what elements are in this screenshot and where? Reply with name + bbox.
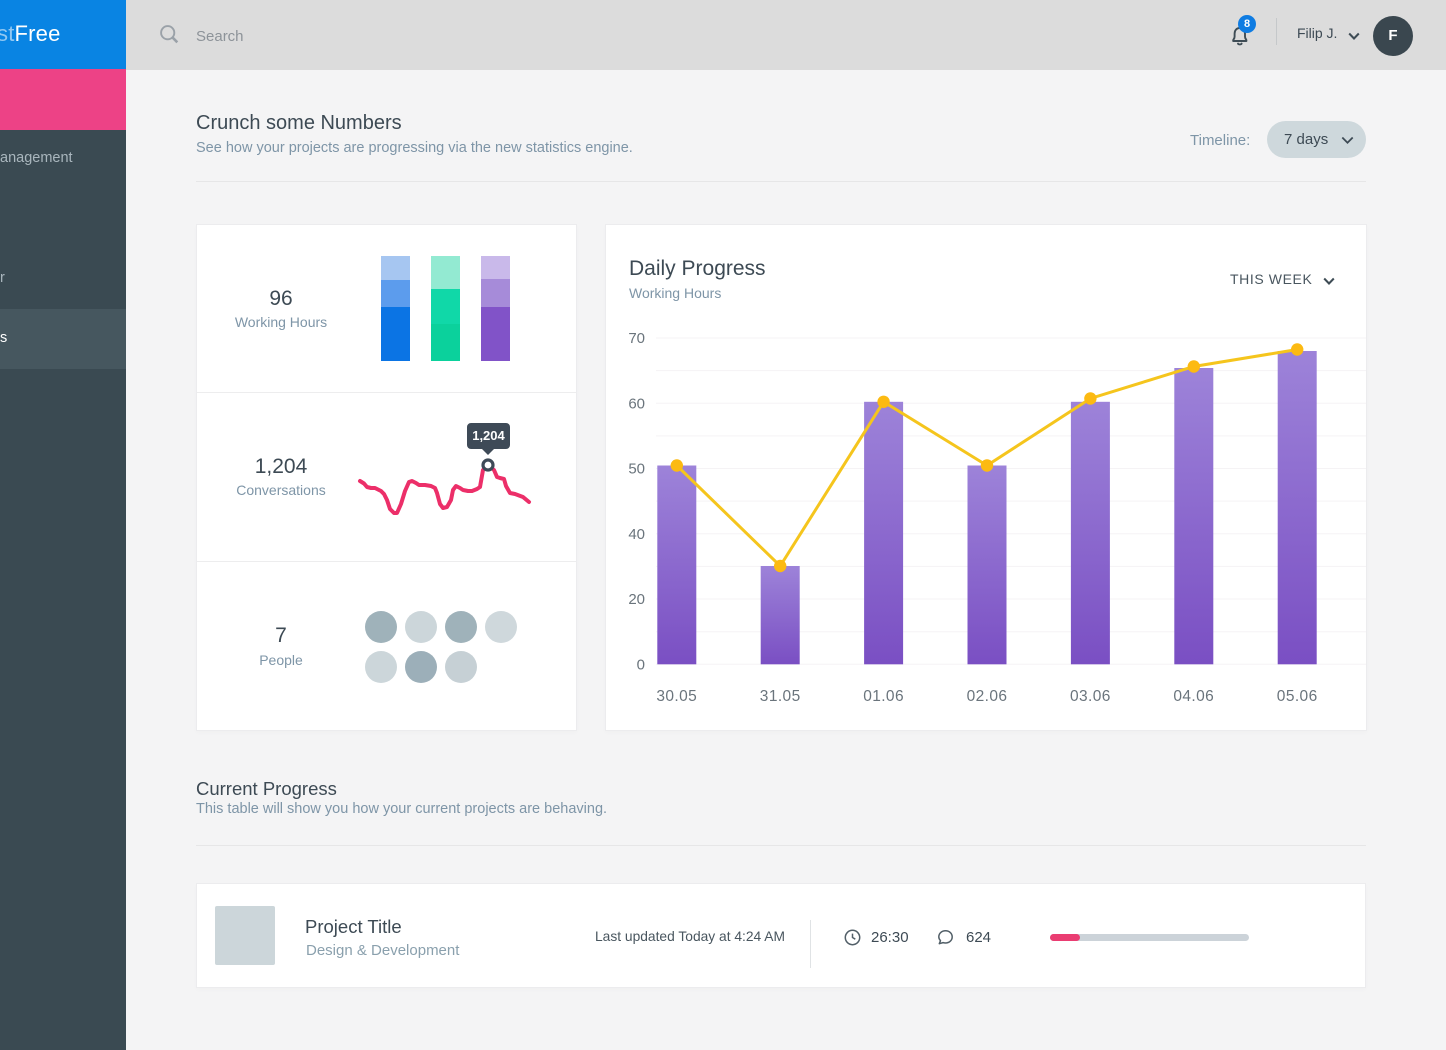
svg-text:50: 50 (628, 461, 645, 478)
svg-text:04.06: 04.06 (1173, 688, 1214, 705)
svg-text:05.06: 05.06 (1277, 688, 1318, 705)
svg-text:30.05: 30.05 (656, 688, 697, 705)
svg-text:40: 40 (628, 526, 645, 543)
svg-text:03.06: 03.06 (1070, 688, 1111, 705)
svg-text:20: 20 (628, 591, 645, 608)
svg-text:0: 0 (637, 656, 645, 673)
svg-text:01.06: 01.06 (863, 688, 904, 705)
svg-text:31.05: 31.05 (760, 688, 801, 705)
svg-text:02.06: 02.06 (967, 688, 1008, 705)
svg-text:60: 60 (628, 395, 645, 412)
svg-text:70: 70 (628, 330, 645, 347)
